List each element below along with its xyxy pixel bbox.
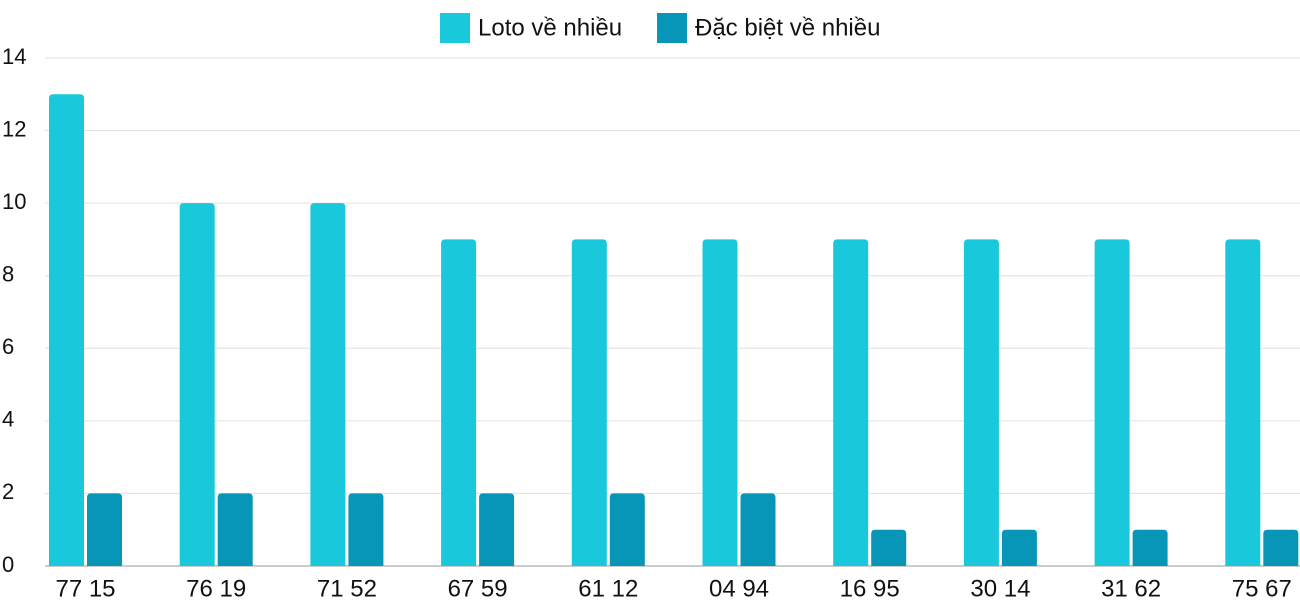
bar (833, 239, 869, 566)
bar (1094, 239, 1130, 566)
x-tick-label: 77 15 (55, 575, 115, 600)
y-tick-label: 10 (2, 189, 26, 214)
bar (217, 493, 253, 566)
legend-swatch (440, 13, 470, 43)
y-tick-label: 8 (2, 262, 14, 287)
x-tick-label: 31 62 (1101, 575, 1161, 600)
y-tick-label: 4 (2, 407, 14, 432)
bar (1132, 529, 1168, 566)
x-tick-label: 67 59 (448, 575, 508, 600)
y-tick-label: 0 (2, 552, 14, 577)
x-tick-label: 75 67 (1232, 575, 1292, 600)
x-tick-label: 04 94 (709, 575, 769, 600)
y-tick-label: 6 (2, 334, 14, 359)
bar (609, 493, 645, 566)
x-tick-label: 76 19 (186, 575, 246, 600)
legend-label: Loto về nhiều (478, 14, 622, 41)
bar (740, 493, 776, 566)
y-tick-label: 12 (2, 116, 26, 141)
y-tick-label: 14 (2, 44, 26, 69)
bar (871, 529, 907, 566)
legend-swatch (657, 13, 687, 43)
y-tick-label: 2 (2, 479, 14, 504)
bar (1225, 239, 1261, 566)
x-tick-label: 61 12 (578, 575, 638, 600)
bar (1263, 529, 1299, 566)
bar (479, 493, 515, 566)
bar (310, 203, 346, 566)
bar (571, 239, 607, 566)
legend-label: Đặc biệt về nhiều (695, 14, 880, 41)
bar (179, 203, 215, 566)
bar (348, 493, 384, 566)
bar (963, 239, 999, 566)
bar (1001, 529, 1037, 566)
x-tick-label: 30 14 (970, 575, 1030, 600)
bar (702, 239, 738, 566)
bar (441, 239, 477, 566)
x-tick-label: 71 52 (317, 575, 377, 600)
bar (49, 94, 84, 567)
x-tick-label: 16 95 (840, 575, 900, 600)
bar (87, 493, 122, 566)
